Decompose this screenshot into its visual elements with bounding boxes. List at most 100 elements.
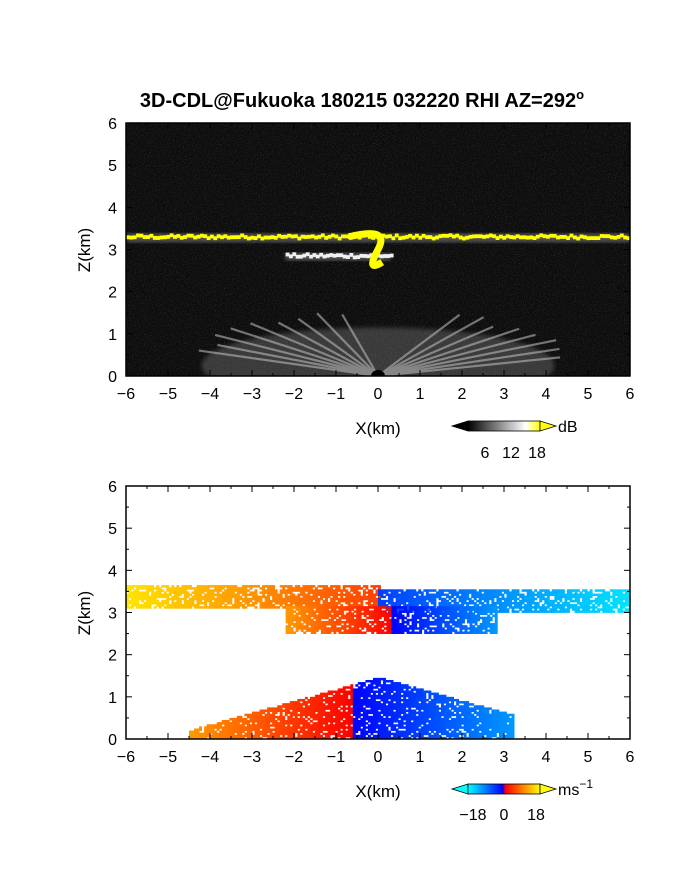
velocity-cell	[267, 595, 271, 599]
velocity-cell	[400, 732, 404, 736]
velocity-cell	[289, 728, 293, 731]
cloud-base-layer-cell	[579, 234, 584, 239]
velocity-cell	[511, 610, 515, 613]
velocity-cell	[390, 601, 394, 605]
velocity-cell	[423, 715, 427, 719]
velocity-cell	[398, 686, 402, 689]
velocity-cell	[582, 604, 586, 607]
velocity-cell	[252, 593, 255, 597]
velocity-cell	[441, 608, 445, 611]
velocity-cell	[340, 589, 344, 592]
velocity-cell	[211, 589, 215, 592]
velocity-cell	[597, 601, 601, 605]
velocity-cell	[375, 707, 379, 710]
velocity-cell	[468, 703, 472, 706]
velocity-cell	[484, 612, 488, 616]
velocity-cell	[350, 701, 354, 704]
velocity-cell	[403, 713, 407, 717]
velocity-cell	[378, 701, 381, 704]
velocity-cell	[403, 593, 407, 597]
velocity-cell	[464, 606, 468, 609]
velocity-cell	[456, 591, 460, 594]
velocity-cell	[350, 696, 354, 700]
velocity-cell	[186, 593, 190, 597]
velocity-cell	[173, 597, 177, 601]
velocity-cell	[181, 606, 185, 609]
db-colorbar-tick-0: 6	[481, 445, 490, 462]
cloud-base-layer-cell	[418, 235, 423, 240]
velocity-cell	[406, 631, 410, 634]
velocity-cell	[509, 593, 512, 597]
velocity-cell	[345, 698, 349, 702]
velocity-cell	[302, 698, 306, 702]
velocity-cell	[448, 713, 452, 717]
velocity-cell	[372, 709, 376, 712]
velocity-cell	[340, 698, 344, 702]
velocity-cell	[456, 715, 460, 719]
velocity-cell	[498, 608, 502, 611]
velocity-cell	[622, 593, 626, 597]
velocity-cell	[360, 722, 364, 725]
velocity-cell	[419, 631, 423, 634]
velocity-cell	[486, 597, 490, 601]
velocity-cell	[288, 623, 292, 626]
velocity-cell	[469, 631, 473, 634]
velocity-cell	[380, 728, 384, 731]
velocity-cell	[468, 599, 472, 603]
velocity-cell	[519, 604, 523, 607]
velocity-cell	[479, 616, 483, 620]
velocity-cell	[614, 589, 618, 592]
velocity-cell	[360, 734, 364, 738]
velocity-cell	[456, 711, 460, 715]
velocity-cell	[582, 595, 586, 599]
velocity-cell	[391, 612, 395, 616]
velocity-cell	[390, 604, 394, 607]
velocity-cell	[370, 709, 374, 712]
velocity-cell	[564, 595, 568, 599]
figure-title: 3D-CDL@Fukuoka 180215 032220 RHI AZ=292o	[140, 87, 584, 112]
velocity-cell	[300, 608, 304, 611]
velocity-cell	[474, 616, 478, 620]
velocity-cell	[352, 690, 356, 694]
velocity-cell	[409, 608, 412, 611]
velocity-cell	[219, 593, 223, 597]
velocity-cell	[304, 696, 308, 700]
velocity-cell	[536, 604, 540, 607]
velocity-cell	[289, 597, 293, 601]
velocity-cell	[337, 730, 341, 734]
velocity-cell	[239, 604, 243, 607]
velocity-cell	[420, 707, 424, 710]
velocity-cell	[312, 728, 316, 731]
velocity-cell	[438, 707, 442, 710]
velocity-cell	[375, 597, 379, 601]
velocity-cell	[128, 606, 132, 609]
velocity-cell	[368, 629, 372, 632]
velocity-cell	[310, 608, 314, 611]
velocity-cell	[396, 620, 400, 624]
velocity-cell	[441, 717, 444, 721]
velocity-cell	[287, 711, 291, 715]
velocity-cell	[624, 610, 628, 613]
velocity-cell	[307, 597, 311, 601]
velocity-cell	[435, 732, 439, 736]
velocity-cell	[403, 690, 407, 694]
velocity-cell	[330, 601, 334, 605]
velocity-cell	[391, 623, 395, 626]
backscatter-ytick-label: 3	[108, 243, 117, 260]
velocity-cell	[393, 606, 397, 609]
velocity-cell	[383, 724, 386, 727]
velocity-cell	[383, 677, 386, 681]
velocity-cell	[365, 597, 369, 601]
velocity-cell	[372, 717, 376, 721]
velocity-cell	[148, 601, 152, 605]
velocity-cell	[370, 585, 374, 588]
velocity-cell	[239, 601, 243, 605]
velocity-cell	[302, 711, 306, 715]
velocity-cell	[405, 734, 409, 738]
velocity-cell	[350, 585, 354, 588]
velocity-cell	[214, 732, 218, 736]
velocity-cell	[264, 606, 268, 609]
velocity-cell	[176, 601, 180, 605]
velocity-cell	[328, 631, 332, 634]
